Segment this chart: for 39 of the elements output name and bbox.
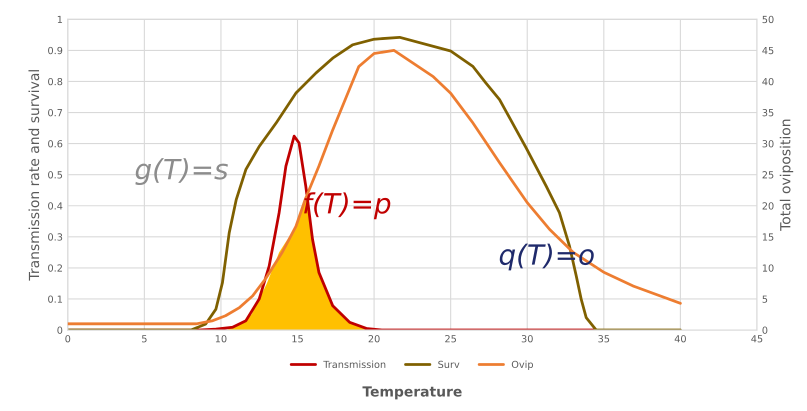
y-tick-label: 0.3 bbox=[48, 233, 62, 241]
legend-label: Ovip bbox=[512, 360, 533, 370]
x-tick-label: 10 bbox=[216, 335, 226, 342]
x-tick-label: 40 bbox=[674, 335, 686, 342]
x-axis-title: Temperature bbox=[362, 386, 462, 400]
y2-tick-label: 15 bbox=[762, 233, 774, 241]
y-tick-label: 0.2 bbox=[48, 264, 62, 272]
y-tick-label: 0.7 bbox=[48, 109, 62, 116]
x-tick-label: 25 bbox=[445, 335, 456, 342]
x-tick-label: 15 bbox=[292, 335, 303, 342]
y-tick-label: 0.4 bbox=[48, 202, 62, 210]
y-tick-label: 0 bbox=[57, 326, 62, 334]
x-tick-label: 45 bbox=[751, 335, 762, 342]
annotation: g(T)=s bbox=[135, 158, 228, 186]
x-tick-label: 35 bbox=[598, 335, 610, 342]
legend-label: Transmission bbox=[323, 360, 386, 368]
y-tick-label: 1 bbox=[58, 16, 62, 24]
y2-tick-label: 40 bbox=[762, 78, 774, 86]
y2-tick-label: 45 bbox=[762, 46, 774, 54]
y2-tick-label: 35 bbox=[762, 109, 774, 116]
y2-tick-label: 5 bbox=[762, 296, 768, 303]
y-tick-label: 0.9 bbox=[48, 46, 62, 54]
legend-label: Surv bbox=[438, 360, 460, 368]
x-tick-label: 5 bbox=[142, 335, 147, 342]
y2-tick-label: 50 bbox=[762, 16, 774, 24]
y2-tick-label: 30 bbox=[762, 140, 774, 148]
y-tick-label: 0.6 bbox=[48, 140, 62, 148]
y2-axis-title: Total oviposition bbox=[780, 120, 794, 231]
x-tick-label: 0 bbox=[65, 335, 70, 342]
y2-tick-label: 25 bbox=[762, 171, 774, 179]
y-tick-label: 0.1 bbox=[48, 295, 62, 303]
y2-tick-label: 0 bbox=[762, 326, 768, 334]
y-axis-title: Transmission rate and survival bbox=[28, 70, 40, 281]
y2-tick-label: 20 bbox=[762, 202, 774, 210]
x-tick-label: 20 bbox=[368, 335, 380, 342]
y2-tick-label: 10 bbox=[762, 264, 774, 272]
y-tick-label: 0.5 bbox=[48, 171, 62, 179]
y-tick-label: 0.8 bbox=[48, 78, 62, 86]
x-tick-label: 30 bbox=[522, 335, 533, 342]
